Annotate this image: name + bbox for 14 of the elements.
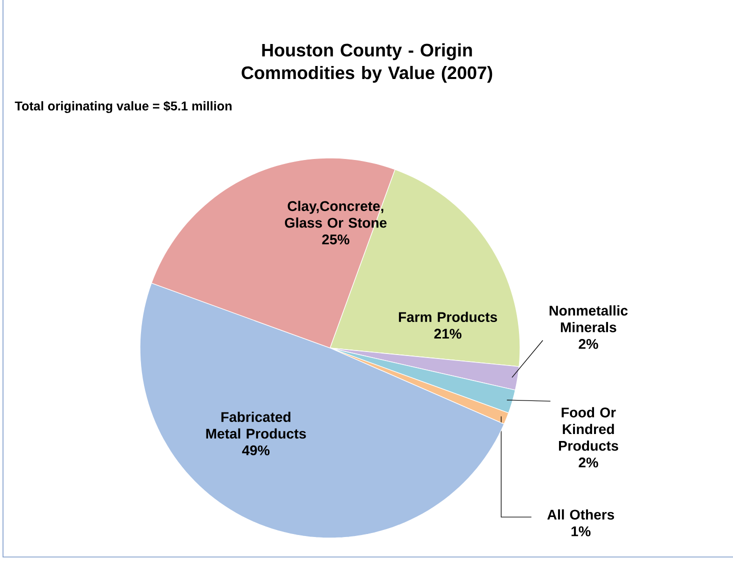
slice-label: Farm Products bbox=[398, 312, 498, 322]
slice-label: All Others bbox=[547, 509, 614, 520]
slice-label: Food Or Kindred Products bbox=[559, 407, 618, 451]
data-label: 49% bbox=[242, 445, 270, 456]
data-label: 21% bbox=[434, 328, 462, 339]
data-label: 1% bbox=[572, 526, 591, 536]
data-label: 25% bbox=[322, 234, 350, 244]
data-label: 2% bbox=[578, 458, 598, 468]
slice-label: Nonmetallic Minerals bbox=[550, 305, 628, 332]
slice-label: Clay,Concrete, Glass Or Stone bbox=[284, 200, 387, 228]
text: Total originating value = $5.1 million bbox=[14, 100, 232, 114]
slice-label: Fabricated Metal Products bbox=[206, 412, 306, 439]
data-label: 2% bbox=[578, 339, 598, 349]
chart-title: Houston County - Origin Commodities by Value (2007) bbox=[242, 43, 492, 83]
